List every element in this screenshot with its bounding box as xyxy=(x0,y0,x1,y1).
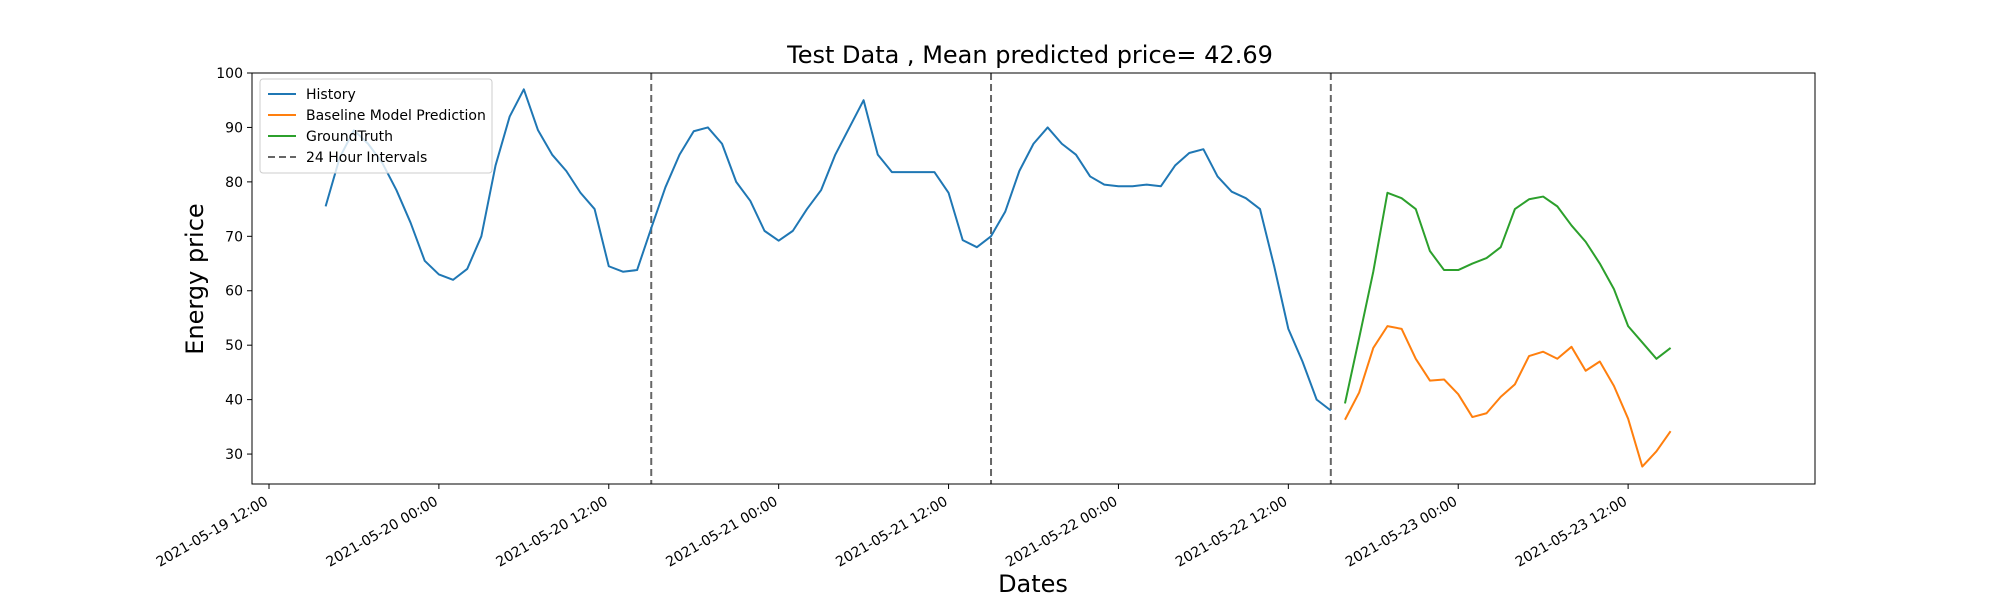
legend-label: GroundTruth xyxy=(306,129,393,145)
y-tick-label: 30 xyxy=(225,447,243,463)
x-tick-label: 2021-05-21 00:00 xyxy=(663,494,780,571)
x-tick-label: 2021-05-23 12:00 xyxy=(1513,494,1630,571)
y-tick-label: 70 xyxy=(225,229,243,245)
legend: History Baseline Model Prediction GroundTr… xyxy=(259,78,493,174)
x-tick-label: 2021-05-20 12:00 xyxy=(494,494,611,571)
plot-frame xyxy=(251,72,1816,485)
legend-label: 24 Hour Intervals xyxy=(306,150,427,166)
legend-label: Baseline Model Prediction xyxy=(306,108,486,124)
x-tick-label: 2021-05-19 12:00 xyxy=(154,494,271,571)
x-tick-label: 2021-05-22 12:00 xyxy=(1173,494,1290,571)
series-lines xyxy=(324,88,1672,468)
interval-lines xyxy=(650,73,1332,484)
y-tick-label: 50 xyxy=(225,338,243,354)
series-line-0 xyxy=(324,88,1332,412)
x-axis: 2021-05-19 12:00 2021-05-20 00:00 2021-05-… xyxy=(154,484,1630,571)
chart-title: Test Data , Mean predicted price= 42.69 xyxy=(786,41,1273,69)
x-axis-label: Dates xyxy=(998,570,1068,598)
plot-area xyxy=(252,73,1815,484)
x-tick-label: 2021-05-23 00:00 xyxy=(1343,494,1460,571)
y-tick-label: 100 xyxy=(216,66,243,82)
x-tick-label: 2021-05-21 12:00 xyxy=(833,494,950,571)
series-line-2 xyxy=(1343,191,1672,404)
series-line-1 xyxy=(1344,325,1672,468)
y-axis: 30 40 50 60 70 80 90 100 xyxy=(216,66,252,463)
legend-box xyxy=(259,78,493,174)
y-axis-label: Energy price xyxy=(181,203,209,354)
y-tick-label: 60 xyxy=(225,284,243,300)
y-tick-label: 40 xyxy=(225,393,243,409)
legend-label: History xyxy=(306,87,356,103)
y-tick-label: 80 xyxy=(225,175,243,191)
x-tick-label: 2021-05-20 00:00 xyxy=(324,494,441,571)
x-tick-label: 2021-05-22 00:00 xyxy=(1003,494,1120,571)
y-tick-label: 90 xyxy=(225,120,243,136)
